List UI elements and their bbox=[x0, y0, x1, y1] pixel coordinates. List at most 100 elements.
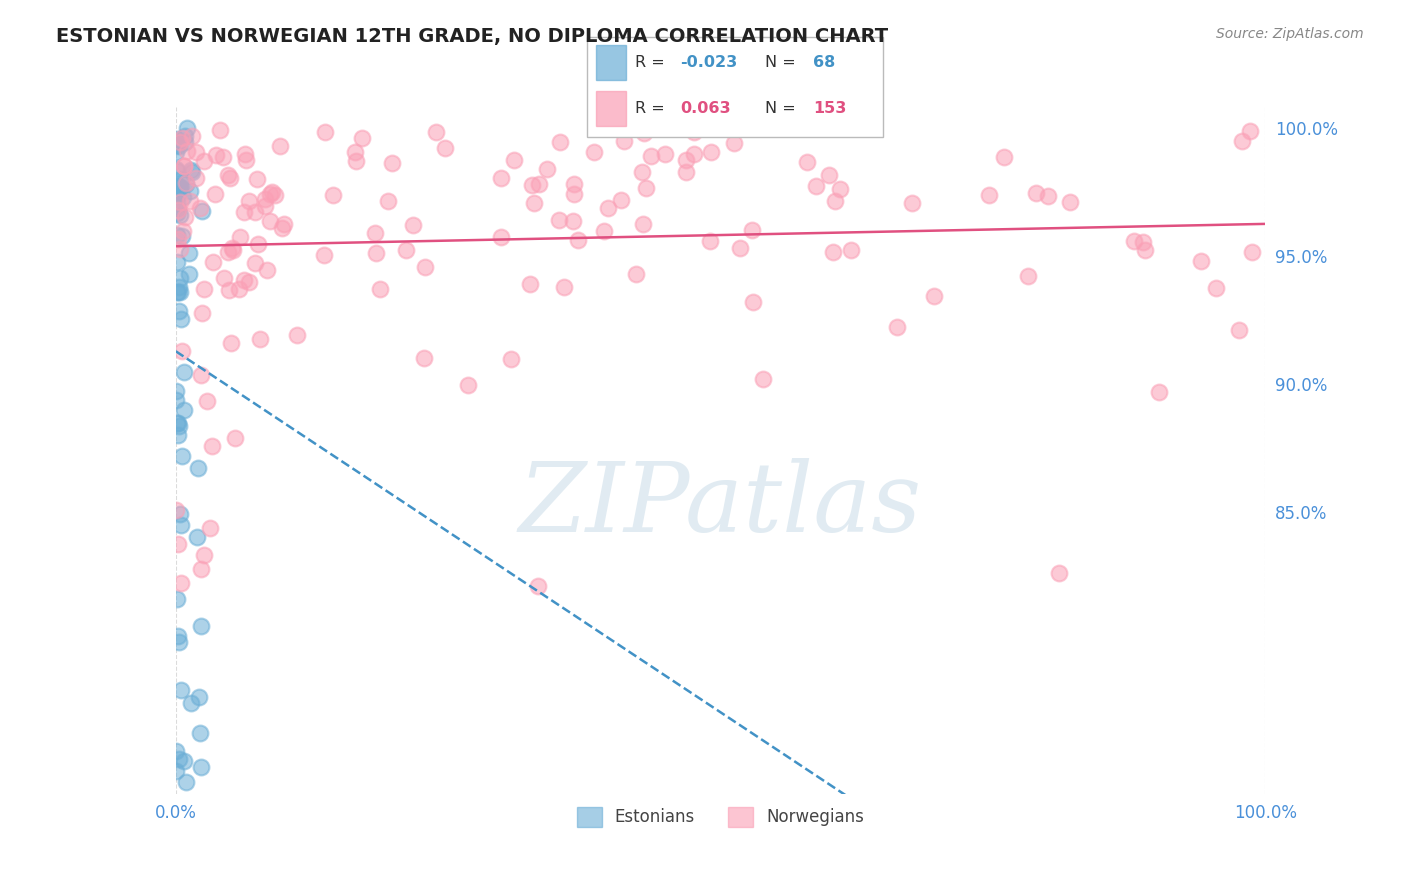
Point bbox=[172, 224, 194, 238]
Point bbox=[593, 225, 616, 239]
Text: 0.063: 0.063 bbox=[681, 101, 731, 116]
Point bbox=[166, 285, 188, 299]
Point bbox=[191, 204, 214, 219]
Point bbox=[167, 303, 190, 318]
Text: -0.023: -0.023 bbox=[681, 54, 738, 70]
Point bbox=[187, 690, 209, 705]
Point bbox=[190, 561, 212, 575]
Point bbox=[1240, 245, 1263, 260]
Point bbox=[312, 247, 335, 261]
Point bbox=[235, 153, 257, 168]
Point bbox=[169, 576, 191, 591]
Point bbox=[232, 204, 254, 219]
Point bbox=[273, 217, 295, 231]
Text: 68: 68 bbox=[813, 54, 835, 70]
Point bbox=[173, 403, 195, 417]
Point bbox=[527, 579, 550, 593]
Point bbox=[212, 271, 235, 285]
Point bbox=[167, 202, 190, 217]
Point bbox=[522, 178, 544, 193]
Text: R =: R = bbox=[636, 54, 669, 70]
Point bbox=[167, 418, 190, 433]
Point bbox=[166, 205, 188, 219]
Point bbox=[165, 145, 187, 159]
Point bbox=[741, 223, 763, 237]
Point bbox=[188, 726, 211, 740]
Point bbox=[198, 521, 221, 535]
Point bbox=[190, 305, 212, 319]
Point bbox=[564, 186, 586, 201]
Point bbox=[315, 125, 337, 139]
Point bbox=[823, 245, 845, 260]
Point bbox=[434, 141, 457, 155]
Point bbox=[901, 196, 924, 211]
Point bbox=[169, 285, 191, 299]
Point bbox=[271, 221, 294, 235]
Point bbox=[285, 327, 308, 342]
Point bbox=[1230, 134, 1253, 148]
Point bbox=[201, 439, 224, 453]
Bar bbox=[596, 91, 626, 126]
Point bbox=[166, 254, 188, 268]
Point bbox=[491, 170, 513, 185]
Point bbox=[259, 187, 281, 202]
Point bbox=[1059, 194, 1081, 209]
Text: 153: 153 bbox=[813, 101, 846, 116]
Point bbox=[924, 288, 946, 302]
Point bbox=[170, 229, 193, 244]
Point bbox=[633, 126, 655, 140]
Point bbox=[886, 319, 908, 334]
Point bbox=[993, 150, 1015, 164]
Point bbox=[425, 125, 447, 139]
Point bbox=[174, 135, 197, 149]
Point bbox=[395, 243, 418, 257]
Point bbox=[169, 195, 191, 210]
Point bbox=[246, 171, 269, 186]
Point bbox=[806, 179, 828, 194]
Point bbox=[553, 280, 575, 294]
Point bbox=[179, 194, 201, 209]
Point bbox=[204, 187, 226, 202]
Point bbox=[165, 744, 187, 758]
Point bbox=[217, 168, 239, 182]
Point bbox=[184, 145, 207, 160]
Text: R =: R = bbox=[636, 101, 669, 116]
Point bbox=[167, 179, 190, 194]
Point bbox=[364, 226, 387, 240]
Point bbox=[166, 285, 188, 300]
Point bbox=[636, 181, 658, 195]
Point bbox=[219, 171, 242, 186]
Point bbox=[377, 194, 399, 209]
Point bbox=[263, 187, 285, 202]
Point bbox=[1132, 235, 1154, 249]
Point bbox=[174, 177, 197, 191]
Point bbox=[675, 165, 697, 179]
Point bbox=[187, 461, 209, 475]
Point bbox=[1239, 124, 1261, 138]
Point bbox=[167, 280, 190, 294]
Point bbox=[723, 136, 745, 150]
Point bbox=[633, 217, 655, 231]
Point bbox=[1227, 323, 1250, 337]
Point bbox=[1025, 186, 1047, 201]
Point bbox=[548, 213, 571, 227]
Point bbox=[169, 242, 191, 256]
Point bbox=[190, 760, 212, 774]
Point bbox=[190, 619, 212, 633]
Point bbox=[173, 159, 195, 173]
Point bbox=[193, 548, 215, 562]
Point bbox=[235, 147, 257, 161]
Point bbox=[228, 282, 250, 296]
Point bbox=[229, 229, 252, 244]
Text: ESTONIAN VS NORWEGIAN 12TH GRADE, NO DIPLOMA CORRELATION CHART: ESTONIAN VS NORWEGIAN 12TH GRADE, NO DIP… bbox=[56, 27, 889, 45]
Point bbox=[169, 179, 191, 194]
Point bbox=[1017, 268, 1039, 283]
Point bbox=[170, 343, 193, 358]
Point bbox=[1036, 189, 1059, 203]
Point bbox=[167, 232, 190, 246]
Point bbox=[177, 267, 200, 281]
Point bbox=[167, 635, 190, 649]
Point bbox=[169, 271, 191, 285]
Point bbox=[654, 147, 676, 161]
Bar bbox=[596, 45, 626, 79]
